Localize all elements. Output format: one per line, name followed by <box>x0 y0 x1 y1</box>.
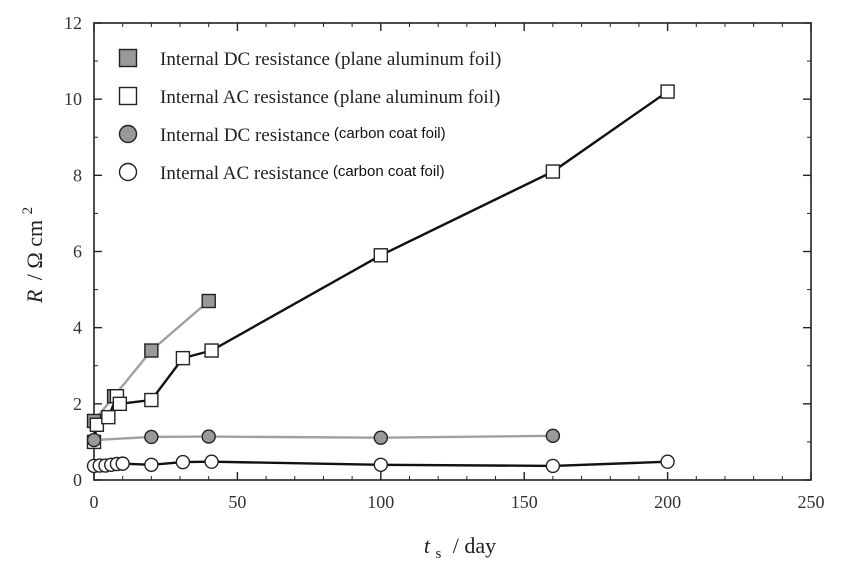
circle-marker <box>545 458 561 474</box>
circle-marker <box>545 428 561 444</box>
square-marker <box>144 343 159 358</box>
legend-item-2: Internal AC resistance (plane aluminum f… <box>118 86 500 108</box>
legend-item-4: Internal AC resistance (carbon coat foil) <box>118 162 445 184</box>
circle-marker <box>144 457 159 472</box>
square-marker <box>101 409 116 425</box>
square-marker <box>373 248 388 263</box>
circle-marker <box>201 429 216 444</box>
legend-item-3: Internal DC resistance (carbon coat foil) <box>118 124 446 146</box>
series-layer <box>86 84 675 474</box>
circle-marker <box>144 429 159 445</box>
legend-square-icon <box>118 86 138 106</box>
x-tick-label: 100 <box>367 492 394 512</box>
circle-marker <box>175 454 191 470</box>
series-line <box>93 300 210 422</box>
y-tick-label: 8 <box>73 165 82 185</box>
legend-label: Internal AC resistance (plane aluminum f… <box>160 87 500 108</box>
x-tick-label: 50 <box>228 492 246 512</box>
square-marker <box>144 392 159 408</box>
x-axis-label: t s / day <box>424 533 496 563</box>
legend: Internal DC resistance (plane aluminum f… <box>118 48 501 184</box>
y-tick-label: 10 <box>64 89 82 109</box>
y-tick-label: 6 <box>73 242 82 262</box>
circle-marker <box>86 432 102 448</box>
legend-label: Internal DC resistance <box>160 125 330 146</box>
circle-marker <box>204 454 219 469</box>
axis-labels: R / Ω cm 2 t s / day <box>20 207 496 563</box>
y-tick-label: 12 <box>64 13 82 33</box>
y-tick-label: 4 <box>73 318 82 338</box>
square-marker <box>660 84 675 99</box>
legend-label: Internal DC resistance (plane aluminum f… <box>160 49 501 70</box>
y-tick-label: 0 <box>73 470 82 490</box>
square-marker <box>112 396 128 412</box>
square-marker <box>89 417 105 432</box>
legend-circle-icon <box>118 162 138 182</box>
square-marker <box>545 164 561 179</box>
circle-marker <box>660 454 675 469</box>
axes: 0 50 100 150 200 250 0 2 4 6 8 10 12 <box>64 13 825 512</box>
series-4 <box>86 454 675 474</box>
circle-marker <box>373 457 388 472</box>
y-axis-label: R / Ω cm 2 <box>20 207 47 304</box>
legend-sublabel: (carbon coat foil) <box>333 163 445 180</box>
square-marker <box>201 293 216 309</box>
x-tick-label: 0 <box>90 492 99 512</box>
x-tick-label: 150 <box>511 492 538 512</box>
square-marker <box>204 343 219 358</box>
legend-sublabel: (carbon coat foil) <box>334 125 446 142</box>
series-line <box>93 434 553 442</box>
x-tick-label: 200 <box>654 492 681 512</box>
series-2 <box>86 84 675 450</box>
legend-square-icon <box>118 48 138 68</box>
circle-marker <box>373 430 388 445</box>
legend-circle-icon <box>118 124 138 144</box>
square-marker <box>175 350 191 366</box>
circle-marker <box>115 456 130 471</box>
series-1 <box>86 293 216 429</box>
y-tick-label: 2 <box>73 394 82 414</box>
legend-label: Internal AC resistance <box>160 163 329 184</box>
legend-item-1: Internal DC resistance (plane aluminum f… <box>118 48 501 70</box>
x-tick-label: 250 <box>798 492 825 512</box>
series-3 <box>86 428 561 448</box>
